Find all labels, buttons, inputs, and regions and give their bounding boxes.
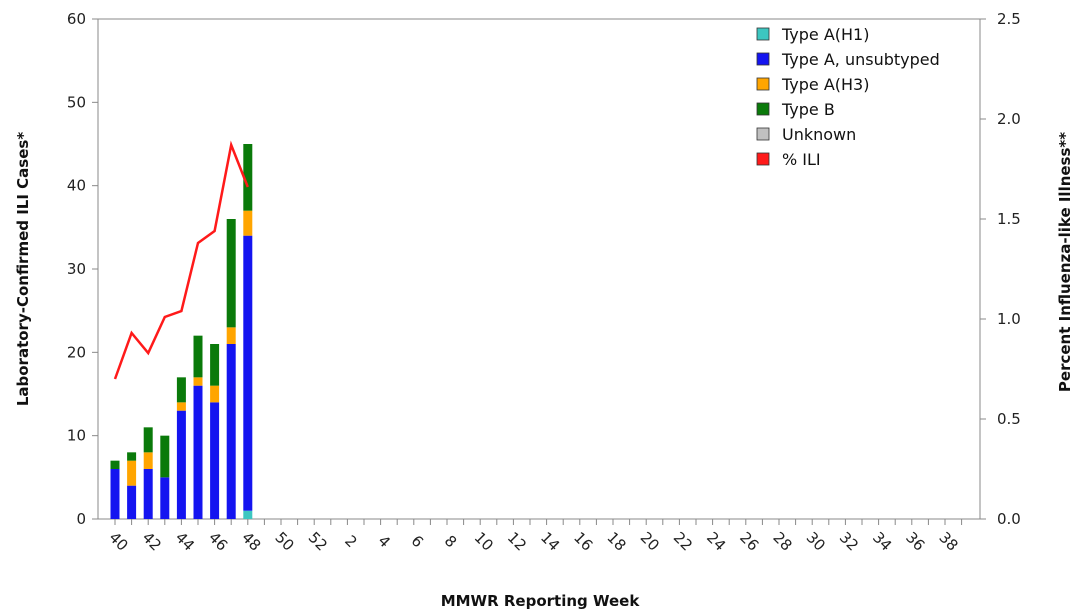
- bar-type-a-h1: [243, 510, 253, 519]
- y-right-tick-label: 1.5: [997, 210, 1021, 228]
- x-tick-label: 30: [803, 528, 829, 554]
- x-tick-label: 14: [537, 528, 563, 554]
- x-tick-label: 8: [441, 532, 460, 551]
- x-tick-label: 50: [271, 528, 297, 554]
- x-tick-label: 4: [374, 532, 393, 551]
- ili-line: [113, 140, 249, 380]
- y-axis-left-title: Laboratory-Confirmed ILI Cases*: [14, 132, 32, 406]
- y-left-tick-label: 40: [67, 177, 86, 195]
- x-tick-label: 10: [471, 528, 497, 554]
- y-left-tick-label: 30: [67, 260, 86, 278]
- bar-type-a-unsubtyped: [143, 469, 153, 519]
- legend: Type A(H1) Type A, unsubtyped Type A(H3) Ty…: [756, 25, 940, 169]
- x-tick-label: 20: [637, 528, 663, 554]
- bar-type-a-unsubtyped: [226, 344, 236, 519]
- x-tick-label: 52: [305, 528, 331, 554]
- legend-swatch: [756, 102, 770, 116]
- bar-type-a-unsubtyped: [243, 235, 253, 511]
- legend-label: % ILI: [782, 150, 821, 169]
- bar-type-a-h3: [210, 385, 220, 403]
- x-tick-label: 40: [105, 528, 131, 554]
- legend-label: Type A(H1): [781, 25, 869, 44]
- y-right-tick-label: 0.5: [997, 410, 1021, 428]
- legend-label: Type A(H3): [781, 75, 869, 94]
- bar-type-a-h3: [176, 402, 186, 411]
- x-axis-title: MMWR Reporting Week: [441, 592, 641, 610]
- bar-type-b: [226, 219, 236, 328]
- legend-swatch: [756, 52, 770, 66]
- bar-type-a-h3: [127, 460, 137, 486]
- y-right-tick-label: 1.0: [997, 310, 1021, 328]
- x-tick-label: 46: [205, 528, 231, 554]
- y-left-tick-label: 50: [67, 93, 86, 111]
- x-tick-label: 6: [408, 532, 427, 551]
- x-tick-label: 44: [172, 528, 198, 554]
- bar-type-b: [143, 427, 153, 453]
- legend-swatch: [756, 27, 770, 41]
- legend-swatch: [756, 77, 770, 91]
- x-tick-label: 16: [570, 528, 596, 554]
- x-tick-label: 34: [869, 528, 895, 554]
- x-tick-label: 24: [703, 528, 729, 554]
- y-right-tick-label: 2.5: [997, 10, 1021, 28]
- x-tick-label: 48: [238, 528, 264, 554]
- y-axis-right: 0.0 0.5 1.0 1.5 2.0 2.5: [980, 10, 1021, 528]
- y-right-tick-label: 0.0: [997, 510, 1021, 528]
- x-tick-label: 22: [670, 528, 696, 554]
- bar-series-group: [110, 144, 253, 519]
- bar-type-a-unsubtyped: [160, 477, 170, 519]
- legend-label: Unknown: [782, 125, 856, 144]
- legend-swatch: [756, 152, 770, 166]
- bar-type-b: [176, 377, 186, 403]
- y-right-tick-label: 2.0: [997, 110, 1021, 128]
- y-left-tick-label: 60: [67, 10, 86, 28]
- x-tick-label: 36: [902, 528, 928, 554]
- y-left-tick-label: 20: [67, 343, 86, 361]
- bar-type-a-unsubtyped: [193, 385, 203, 519]
- legend-label: Type B: [781, 100, 835, 119]
- y-left-tick-label: 10: [67, 427, 86, 445]
- bar-type-a-unsubtyped: [210, 402, 220, 519]
- bar-type-b: [127, 452, 137, 461]
- bar-type-a-h3: [243, 210, 253, 236]
- bar-type-a-unsubtyped: [176, 410, 186, 519]
- bar-type-b: [193, 335, 203, 378]
- bar-type-a-unsubtyped: [110, 469, 120, 519]
- x-tick-label: 38: [935, 528, 961, 554]
- bar-type-b: [243, 144, 253, 211]
- y-axis-left: 0 10 20 30 40 50 60: [67, 10, 98, 528]
- bar-type-a-h3: [143, 452, 153, 469]
- x-tick-label: 32: [836, 528, 862, 554]
- y-left-tick-label: 0: [76, 510, 86, 528]
- bar-type-b: [110, 460, 120, 469]
- x-tick-label: 28: [769, 528, 795, 554]
- bar-type-b: [210, 344, 220, 386]
- bar-type-a-unsubtyped: [127, 485, 137, 519]
- x-tick-label: 26: [736, 528, 762, 554]
- bar-type-b: [160, 435, 170, 478]
- bar-type-a-h3: [226, 327, 236, 344]
- x-tick-label: 18: [603, 528, 629, 554]
- x-axis: 40 42 44 46 48 50 52 2 4 6 8 10 12 14 16 18 20 22 24 26 28 30…: [105, 519, 963, 555]
- bar-type-a-h3: [193, 377, 203, 386]
- x-tick-label: 42: [139, 528, 165, 554]
- x-tick-label: 2: [341, 532, 360, 551]
- legend-label: Type A, unsubtyped: [781, 50, 940, 69]
- x-tick-label: 12: [504, 528, 530, 554]
- y-axis-right-title: Percent Influenza-like Illness**: [1056, 132, 1074, 392]
- legend-swatch: [756, 127, 770, 141]
